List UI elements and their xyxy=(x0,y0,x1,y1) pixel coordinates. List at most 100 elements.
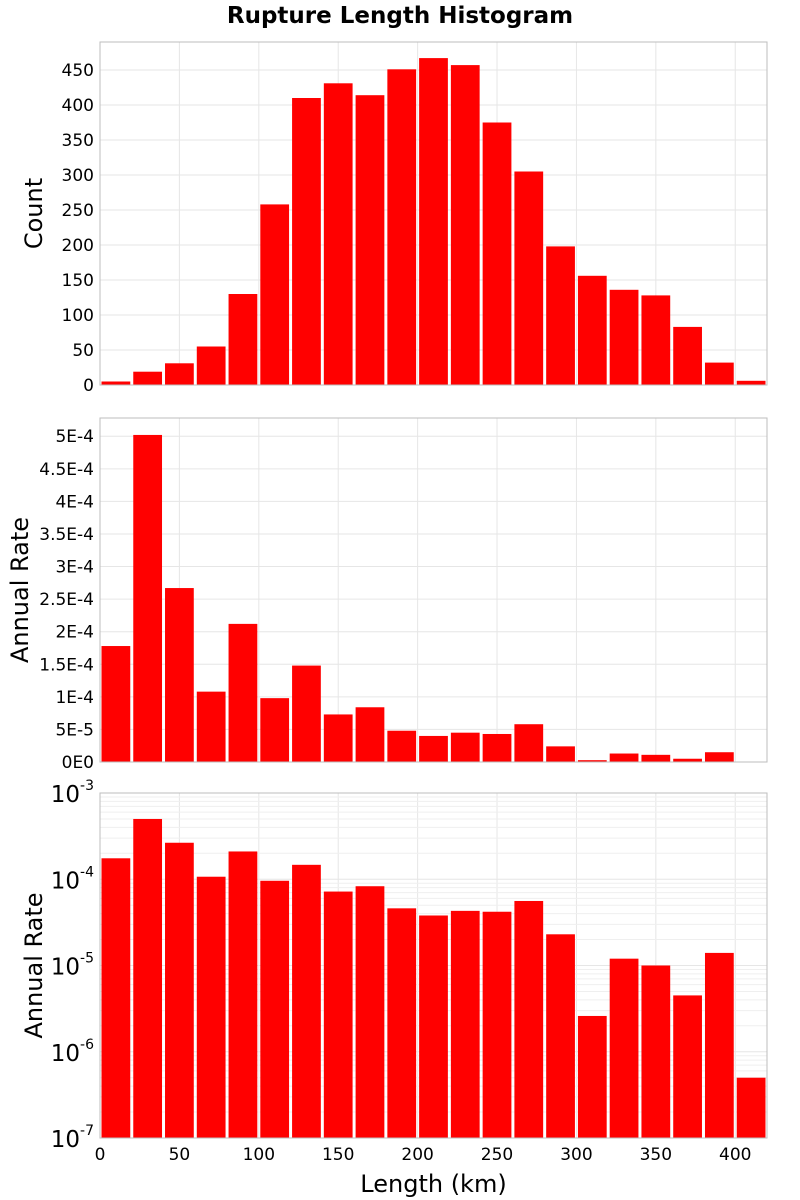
bar xyxy=(228,851,258,1138)
bar xyxy=(323,714,353,762)
bar xyxy=(546,246,575,385)
y-tick-labels: 10-7 10-6 10-5 10-4 10-3 xyxy=(51,778,94,1153)
x-tick-label: 350 xyxy=(640,1145,672,1165)
bar xyxy=(546,934,575,1138)
bar xyxy=(260,698,290,762)
bar xyxy=(577,760,607,762)
y-tick-label: 4E-4 xyxy=(55,492,94,512)
bar xyxy=(514,900,544,1138)
y-tick-label: 10-3 xyxy=(51,778,94,808)
bar xyxy=(419,915,448,1138)
bar xyxy=(260,204,290,385)
y-axis-label: Annual Rate xyxy=(20,892,48,1038)
bar xyxy=(387,730,417,762)
bars xyxy=(101,58,766,386)
bar xyxy=(101,381,131,385)
y-tick-label: 0 xyxy=(83,376,94,396)
bar xyxy=(419,58,448,385)
bar xyxy=(196,346,226,385)
x-tick-label: 250 xyxy=(481,1145,513,1165)
bar xyxy=(450,65,480,385)
bar xyxy=(419,735,448,762)
plot-frame xyxy=(99,41,768,386)
y-tick-label: 2.5E-4 xyxy=(39,590,94,610)
bar xyxy=(228,623,258,762)
bar xyxy=(641,965,671,1138)
bar xyxy=(323,83,353,386)
bar xyxy=(450,910,480,1138)
bar xyxy=(673,758,702,762)
bar xyxy=(387,69,417,386)
bar xyxy=(514,171,544,385)
bar xyxy=(292,665,321,762)
y-tick-labels: 0E0 5E-5 1E-4 1.5E-4 2E-4 2.5E-4 3E-4 3.5E-4 4E-… xyxy=(39,427,94,773)
bar xyxy=(355,95,385,385)
bar xyxy=(133,371,163,385)
bar xyxy=(133,818,163,1138)
bar xyxy=(260,880,290,1138)
bar xyxy=(641,295,671,385)
y-tick-label: 300 xyxy=(62,166,94,186)
bar xyxy=(387,908,417,1138)
y-tick-label: 150 xyxy=(62,271,94,291)
bar xyxy=(165,588,194,762)
bar xyxy=(292,864,321,1138)
bar xyxy=(736,380,766,385)
y-tick-label: 1E-4 xyxy=(55,688,94,708)
bar xyxy=(704,752,734,762)
y-tick-label: 3.5E-4 xyxy=(39,525,94,545)
bars xyxy=(101,818,766,1138)
rate-log-panel: 10-7 10-6 10-5 10-4 10-3 Annual Rate 0 50 100 150… xyxy=(20,778,768,1198)
y-tick-label: 5E-5 xyxy=(55,720,94,740)
y-axis-label: Count xyxy=(20,178,48,249)
y-tick-label: 2E-4 xyxy=(55,623,94,643)
x-axis-label: Length (km) xyxy=(360,1170,506,1198)
x-tick-label: 0 xyxy=(95,1145,106,1165)
bar xyxy=(355,707,385,762)
x-tick-label: 100 xyxy=(243,1145,275,1165)
bar xyxy=(355,886,385,1138)
bar xyxy=(577,275,607,385)
bar xyxy=(450,732,480,762)
y-axis-label: Annual Rate xyxy=(6,517,34,663)
x-tick-label: 400 xyxy=(719,1145,751,1165)
y-tick-label: 10-4 xyxy=(51,864,94,894)
bar xyxy=(482,122,512,385)
y-tick-label: 5E-4 xyxy=(55,427,94,447)
bar xyxy=(736,1077,766,1138)
y-tick-label: 250 xyxy=(62,201,94,221)
y-tick-label: 1.5E-4 xyxy=(39,655,94,675)
y-tick-label: 0E0 xyxy=(62,753,94,773)
x-tick-label: 300 xyxy=(560,1145,592,1165)
bar xyxy=(482,911,512,1138)
bar xyxy=(165,842,194,1138)
rate-linear-panel: 0E0 5E-5 1E-4 1.5E-4 2E-4 2.5E-4 3E-4 3.5E-4 4E-… xyxy=(6,417,768,773)
y-tick-label: 50 xyxy=(72,341,94,361)
bar xyxy=(196,691,226,762)
y-tick-label: 3E-4 xyxy=(55,558,94,578)
y-tick-label: 200 xyxy=(62,236,94,256)
bar xyxy=(482,733,512,762)
bar xyxy=(577,1015,607,1138)
bar xyxy=(609,289,639,385)
bar xyxy=(323,891,353,1138)
x-tick-labels: 0 50 100 150 200 250 300 350 400 xyxy=(95,1145,752,1165)
x-tick-label: 50 xyxy=(169,1145,191,1165)
count-panel: 0 50 100 150 200 250 300 350 400 450 Count xyxy=(20,41,768,396)
y-tick-label: 10-6 xyxy=(51,1037,94,1067)
bar xyxy=(609,958,639,1138)
y-tick-label: 4.5E-4 xyxy=(39,460,94,480)
y-tick-label: 10-7 xyxy=(51,1123,94,1153)
y-tick-labels: 0 50 100 150 200 250 300 350 400 450 xyxy=(62,61,94,396)
chart-title: Rupture Length Histogram xyxy=(227,3,573,29)
plot-frame xyxy=(99,792,768,1139)
bar xyxy=(196,876,226,1138)
bar xyxy=(101,646,131,762)
bar xyxy=(704,952,734,1138)
bar xyxy=(641,754,671,762)
bar xyxy=(704,362,734,385)
bar xyxy=(673,326,702,385)
bar xyxy=(165,363,194,385)
